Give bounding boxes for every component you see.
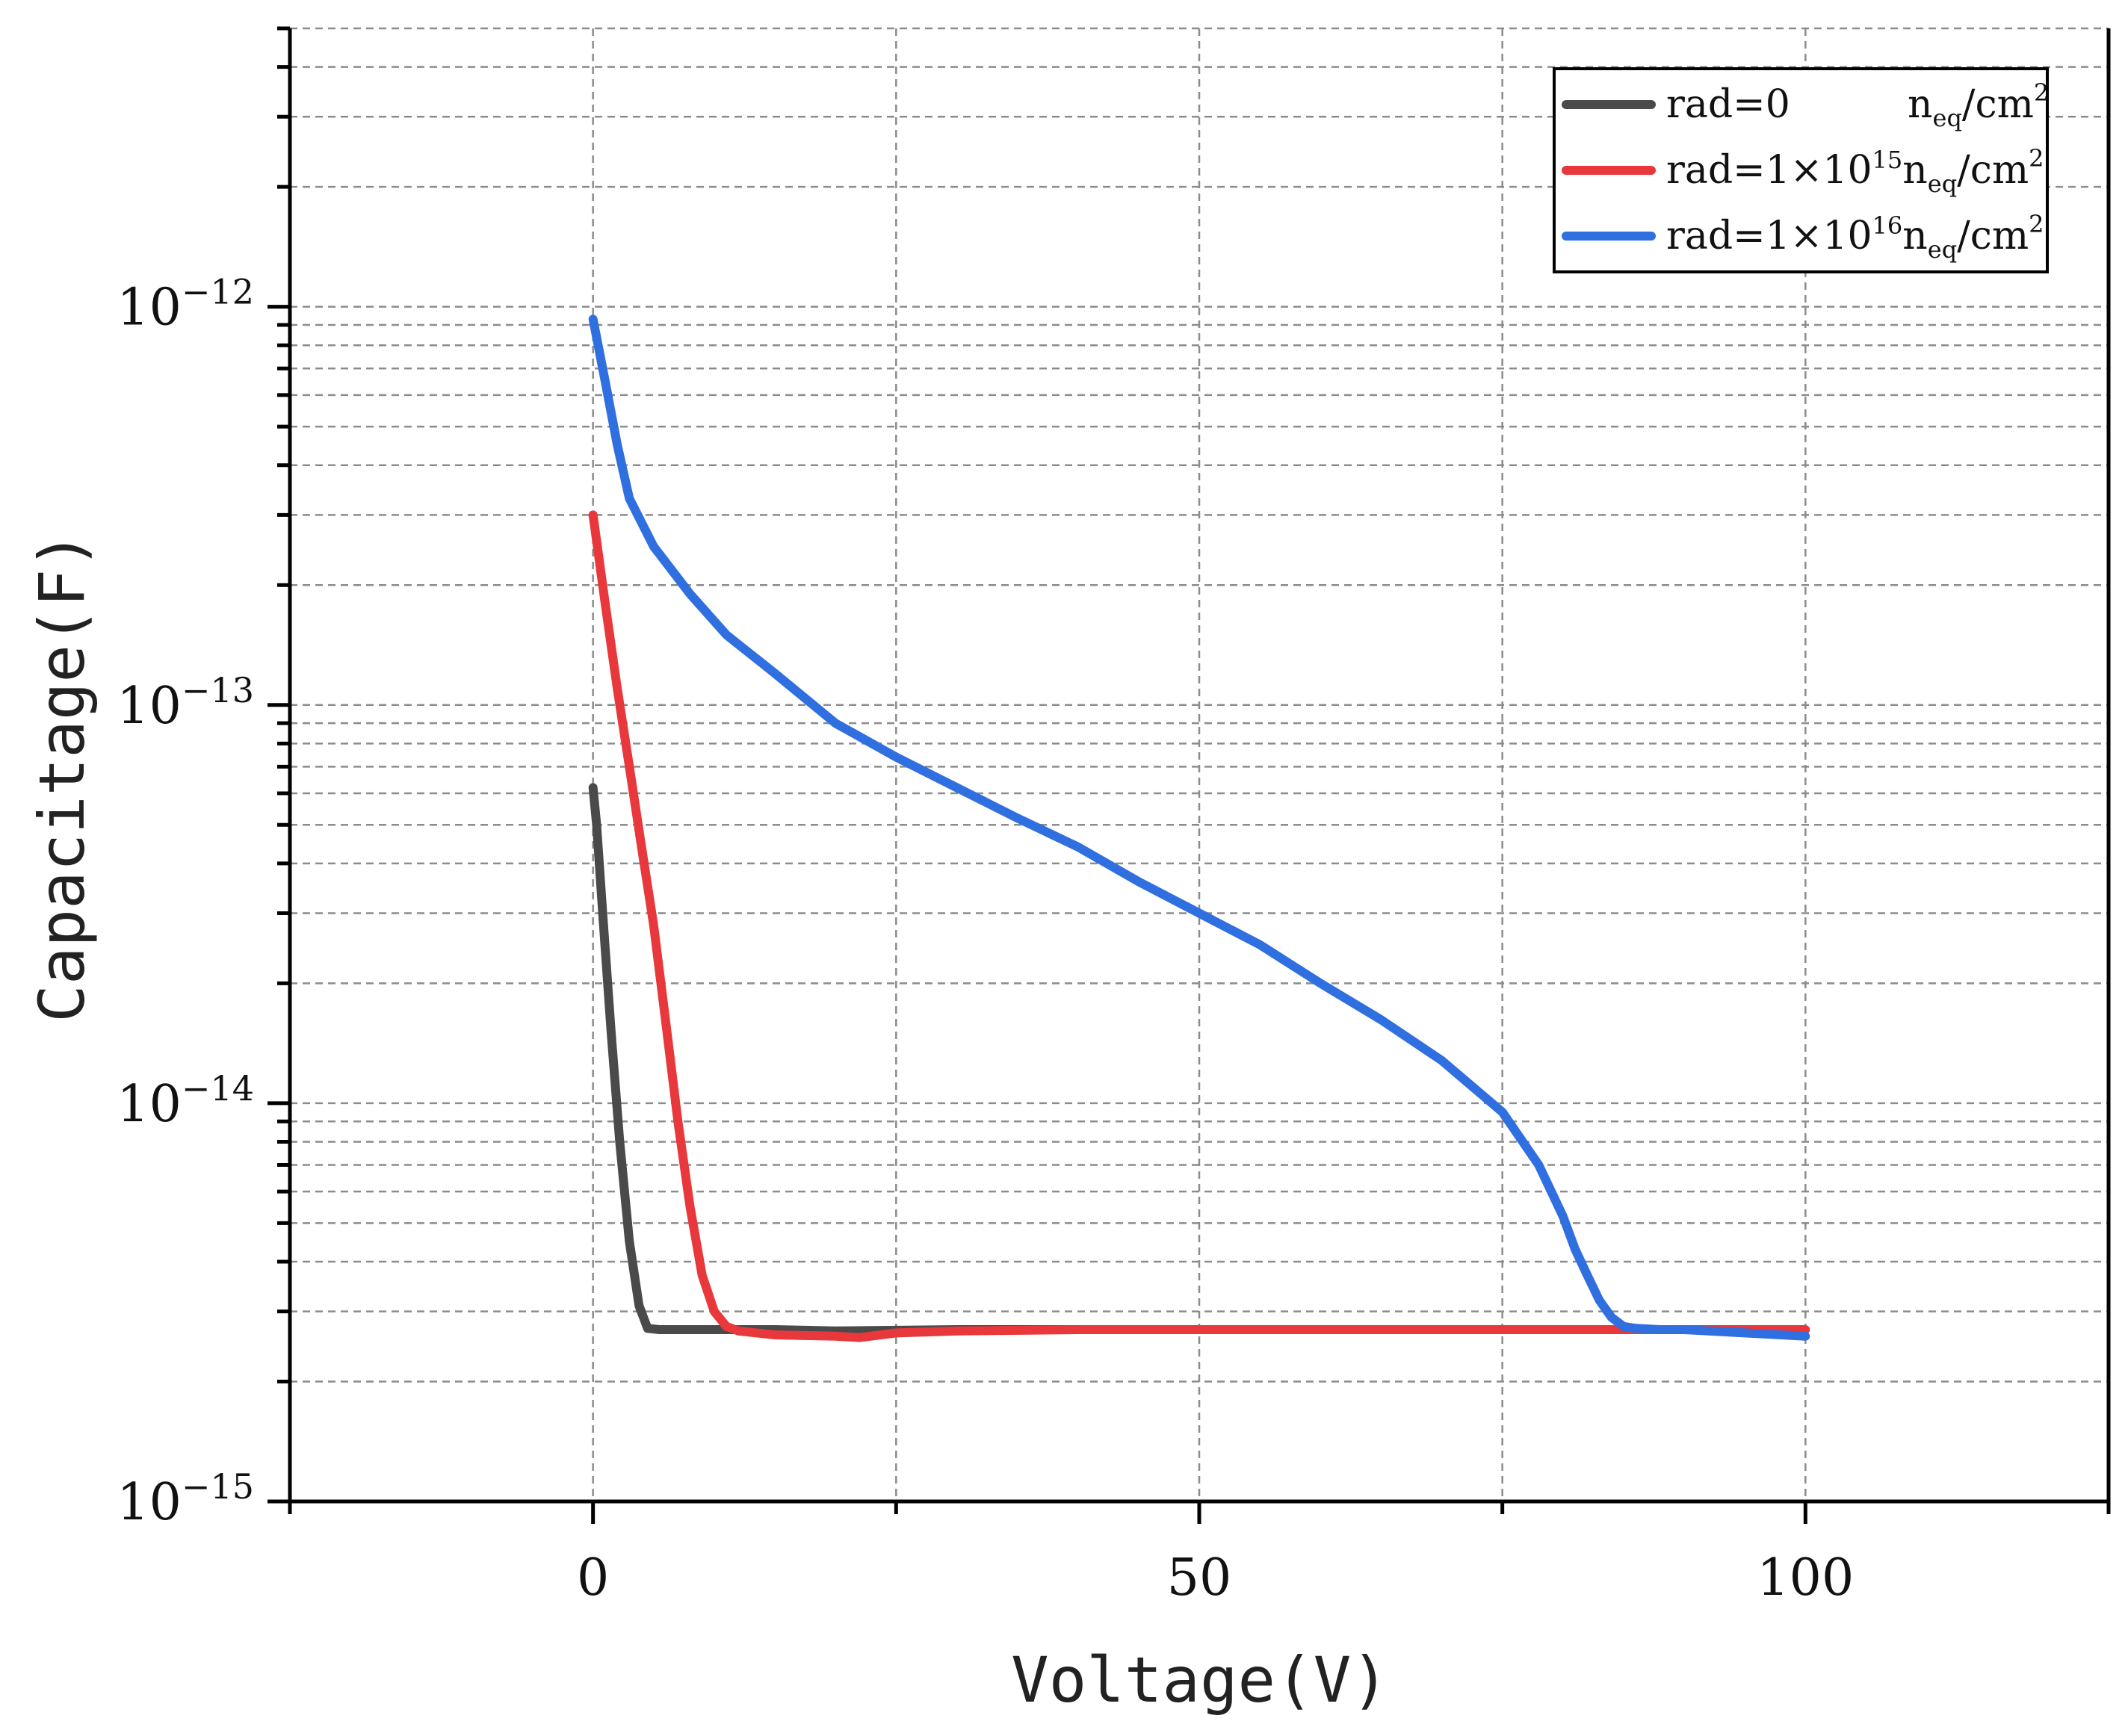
y-axis-title: Capacitage(F) xyxy=(25,531,99,1022)
legend-label: rad=1×1015neq/cm2 xyxy=(1666,144,2044,198)
series-line xyxy=(588,510,1810,1342)
legend: rad=0 neq/cm2 rad=1×1015neq/cm2 rad=1×1016n… xyxy=(1553,67,2049,273)
grid-lines xyxy=(290,27,2109,1501)
x-tick-label: 0 xyxy=(577,1549,609,1608)
y-tick-label: 10−14 xyxy=(117,1068,254,1134)
series-line xyxy=(588,783,1083,1336)
series-line xyxy=(588,314,1810,1341)
data-series xyxy=(588,314,1810,1342)
x-tick-label: 100 xyxy=(1757,1549,1854,1608)
y-tick-label: 10−15 xyxy=(117,1466,254,1532)
legend-label: rad=0 neq/cm2 xyxy=(1666,78,2049,132)
x-tick-label: 50 xyxy=(1167,1549,1232,1608)
y-tick-label: 10−12 xyxy=(117,272,254,338)
y-tick-label: 10−13 xyxy=(117,670,254,736)
axes xyxy=(267,26,2111,1524)
legend-label: rad=1×1016neq/cm2 xyxy=(1666,210,2044,264)
tick-labels: 0 50 100 10−15 10−14 10−13 10−12 xyxy=(117,272,1854,1608)
x-axis-title: Voltage(V) xyxy=(1011,1643,1389,1717)
